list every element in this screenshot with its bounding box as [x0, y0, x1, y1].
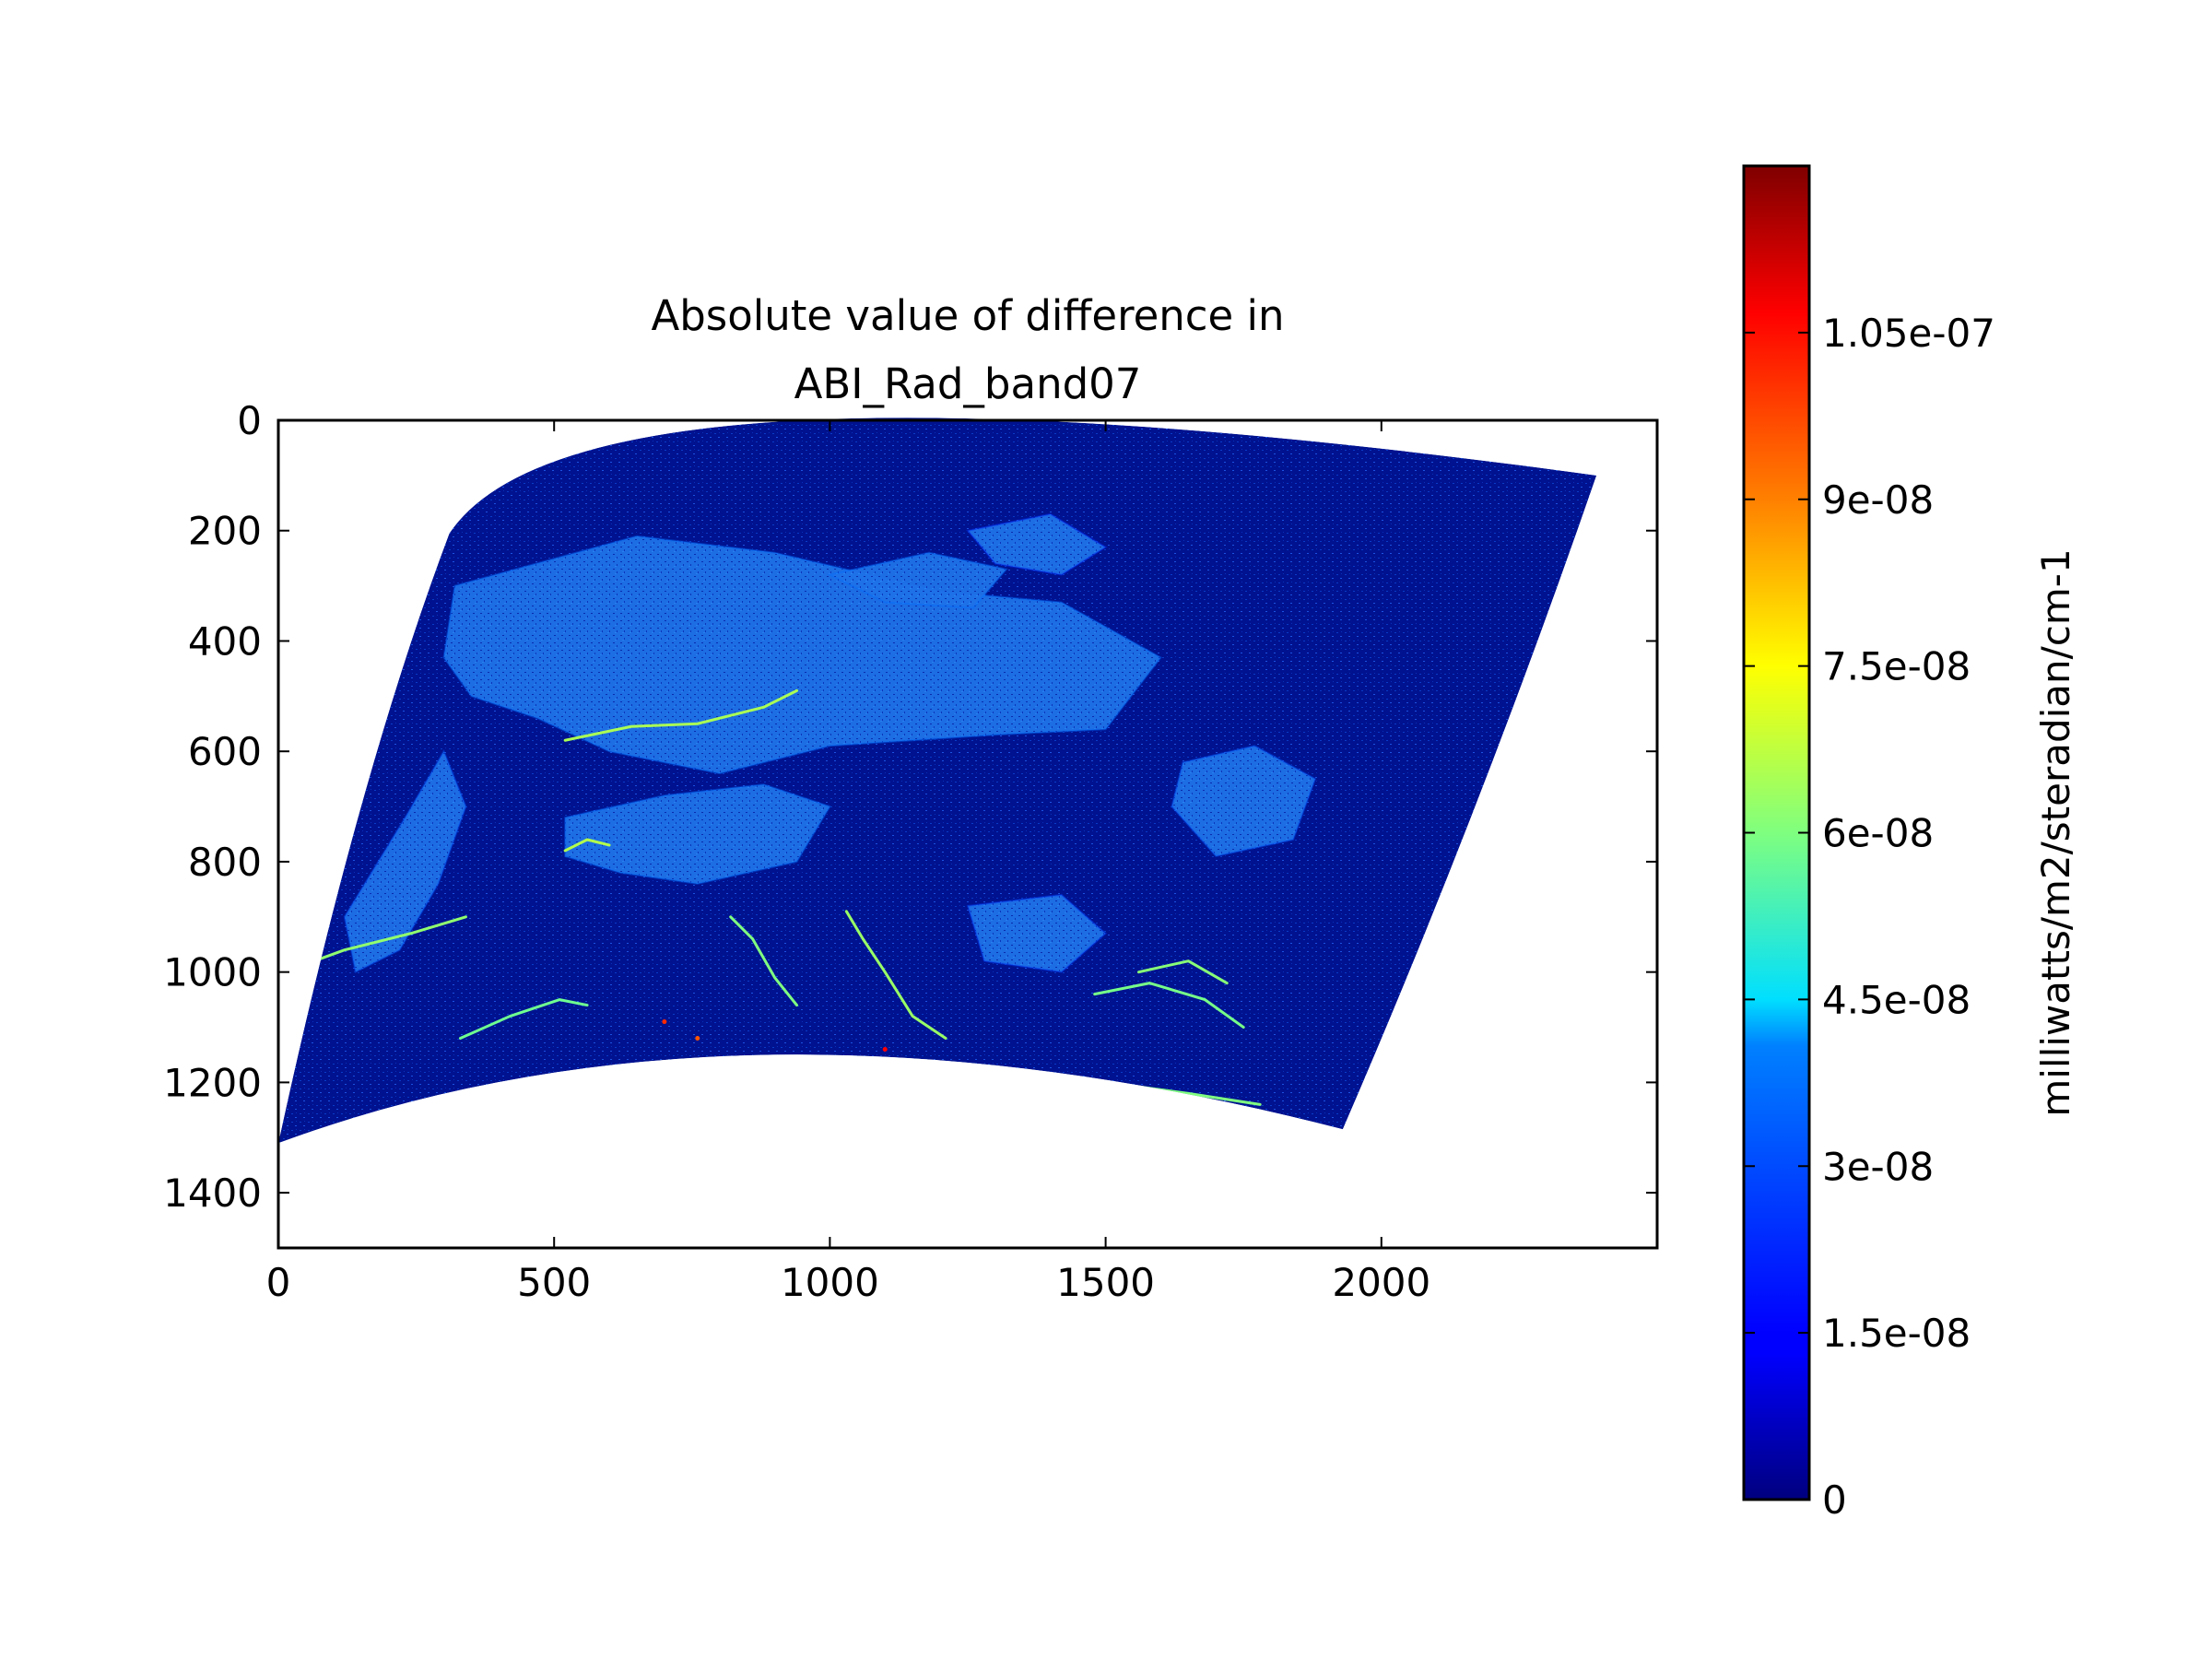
y-tick-label-7: 1400 — [163, 1171, 262, 1216]
y-axis: 0 200 400 600 800 1000 1200 1400 — [163, 398, 1657, 1216]
heat-hotspot-1 — [882, 1046, 888, 1052]
heat-streak-4 — [458, 998, 589, 1041]
colorbar-tick-label-2: 3e-08 — [1822, 1144, 1934, 1189]
colorbar-ticks: 0 1.5e-08 3e-08 4.5e-08 6e-08 7.5e-08 9e-08 1.0… — [1744, 311, 1995, 1523]
x-tick-label-1: 500 — [517, 1260, 591, 1305]
chart-title-line-1: Absolute value of difference in — [651, 291, 1284, 340]
heat-streak-6 — [563, 838, 611, 853]
axes-frame — [276, 418, 1659, 1250]
heat-streak-8 — [1137, 959, 1229, 985]
heat-region-6 — [966, 512, 1108, 576]
heat-region-2 — [1171, 745, 1317, 858]
heat-region-4 — [966, 893, 1108, 973]
heat-streak-3 — [844, 910, 947, 1041]
y-tick-label-3: 600 — [188, 729, 262, 774]
heat-streak-1 — [563, 688, 798, 742]
heat-hotspot-0 — [662, 1019, 667, 1025]
colorbar: 0 1.5e-08 3e-08 4.5e-08 6e-08 7.5e-08 9e-08 1.0… — [1742, 164, 2078, 1523]
y-tick-label-5: 1000 — [163, 950, 262, 995]
x-tick-label-0: 0 — [266, 1260, 291, 1305]
x-axis: 0 500 1000 1500 2000 — [266, 420, 1430, 1305]
x-tick-label-2: 1000 — [781, 1260, 879, 1305]
heat-streak-7 — [1093, 982, 1245, 1030]
heat-region-3 — [343, 748, 467, 974]
data-image — [278, 418, 1597, 1144]
y-tick-label-1: 200 — [188, 509, 262, 554]
colorbar-tick-label-5: 7.5e-08 — [1822, 644, 1971, 689]
x-tick-label-4: 2000 — [1332, 1260, 1430, 1305]
y-tick-label-6: 1200 — [163, 1060, 262, 1105]
chart-title: Absolute value of difference in ABI_Rad_… — [651, 291, 1284, 408]
colorbar-label: milliwatts/m2/steradian/cm-1 — [2033, 548, 2078, 1116]
chart-title-line-2: ABI_Rad_band07 — [794, 359, 1142, 408]
colorbar-tick-label-0: 0 — [1822, 1477, 1847, 1523]
x-tick-label-3: 1500 — [1056, 1260, 1155, 1305]
colorbar-tick-label-3: 4.5e-08 — [1822, 977, 1971, 1022]
y-tick-label-0: 0 — [237, 398, 262, 443]
heat-streak-2 — [729, 915, 798, 1007]
plot-area: 0 500 1000 1500 2000 0 200 400 600 800 1000 1200 14… — [163, 398, 1659, 1305]
colorbar-tick-label-7: 1.05e-07 — [1822, 311, 1995, 356]
colorbar-tick-label-6: 9e-08 — [1822, 477, 1934, 523]
colorbar-tick-label-1: 1.5e-08 — [1822, 1311, 1971, 1356]
heat-region-5 — [827, 551, 1008, 609]
heat-hotspot-2 — [695, 1036, 700, 1041]
y-tick-label-4: 800 — [188, 840, 262, 885]
colorbar-tick-label-4: 6e-08 — [1822, 811, 1934, 856]
heat-region-1 — [564, 783, 831, 885]
y-tick-label-2: 400 — [188, 618, 262, 664]
